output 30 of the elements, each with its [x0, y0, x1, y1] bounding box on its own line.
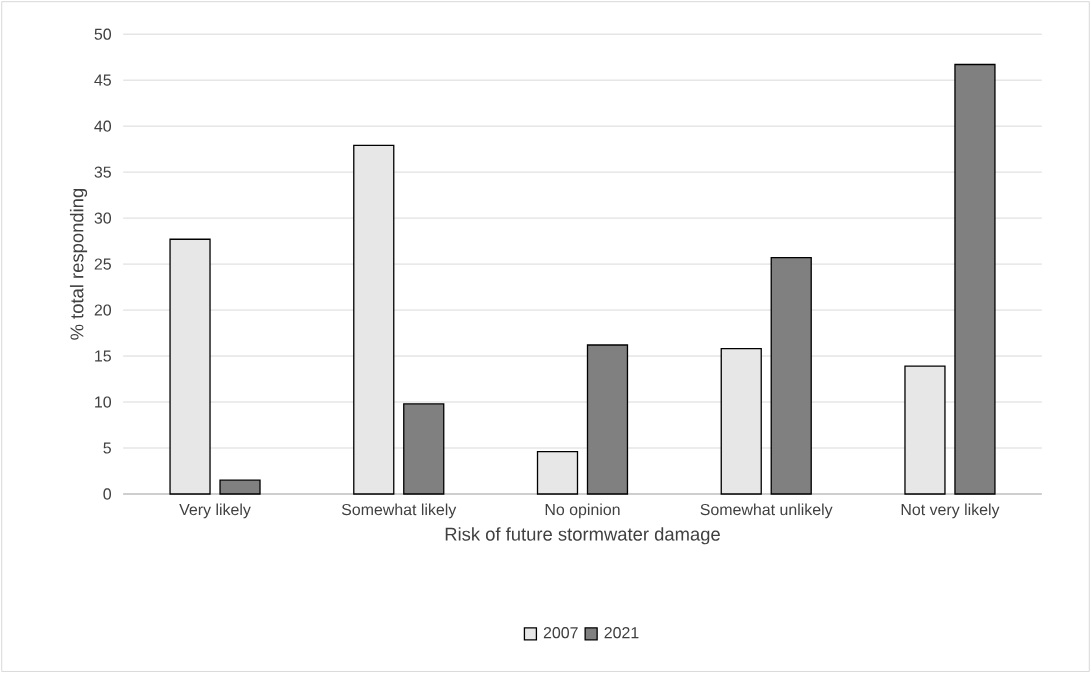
x-tick-label: Somewhat likely	[341, 503, 457, 519]
bar	[954, 63, 996, 495]
y-tick-label: 30	[94, 212, 112, 224]
x-tick-label: No opinion	[545, 503, 620, 519]
y-tick-label: 0	[103, 488, 112, 500]
bar	[353, 144, 395, 495]
bar	[586, 344, 629, 495]
bar	[904, 365, 946, 495]
y-tick-label: 15	[95, 350, 111, 362]
legend-label: 2021	[604, 626, 639, 639]
y-tick-label: 40	[94, 120, 112, 132]
y-tick-label: 5	[103, 442, 111, 454]
bar	[219, 479, 261, 495]
bar	[720, 347, 762, 495]
y-tick-label: 35	[94, 166, 111, 178]
bar	[536, 450, 579, 495]
y-axis-title: % total responding	[69, 188, 88, 340]
legend-label: 2007	[543, 626, 578, 639]
bar	[770, 256, 812, 495]
x-axis-title: Risk of future stormwater damage	[445, 527, 720, 545]
bar	[169, 238, 211, 495]
bar	[403, 403, 445, 495]
x-tick-label: Not very likely	[901, 503, 1000, 519]
y-tick-label: 45	[94, 74, 111, 86]
y-tick-label: 50	[94, 28, 112, 40]
x-tick-label: Very likely	[179, 503, 251, 519]
y-tick-label: 10	[95, 396, 112, 408]
y-tick-label: 20	[94, 304, 112, 316]
x-tick-label: Somewhat unlikely	[700, 503, 833, 519]
y-tick-label: 25	[94, 258, 111, 270]
